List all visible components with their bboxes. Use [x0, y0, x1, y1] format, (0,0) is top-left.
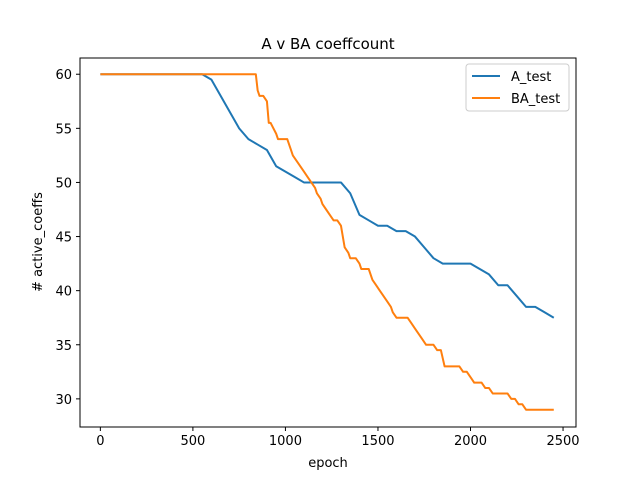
y-tick-label: 60 — [55, 68, 72, 83]
axes-frame — [79, 57, 577, 428]
y-tick-label: 35 — [55, 339, 72, 354]
y-tick-label: 45 — [55, 231, 72, 246]
x-tick-label: 1500 — [361, 434, 394, 449]
x-tick-label: 500 — [180, 434, 205, 449]
y-tick-label: 30 — [55, 393, 72, 408]
series-line-ba-test — [100, 73, 554, 411]
y-tick-label: 50 — [55, 176, 72, 191]
x-tick-label: 1000 — [269, 434, 302, 449]
x-tick-label: 2500 — [546, 434, 579, 449]
y-axis-ticks: 30 35 40 45 50 55 60 — [55, 68, 80, 408]
y-tick-label: 55 — [55, 122, 72, 137]
legend-label-a-test: A_test — [511, 70, 551, 85]
series-line-a-test — [100, 73, 555, 319]
chart-title: A v BA coeffcount — [261, 35, 394, 53]
legend: A_test BA_test — [465, 63, 570, 112]
legend-label-ba-test: BA_test — [511, 92, 560, 107]
x-tick-label: 2000 — [454, 434, 487, 449]
x-axis-label: epoch — [308, 456, 348, 471]
plot-lines — [100, 73, 555, 411]
y-axis-label: # active_coeffs — [31, 192, 46, 292]
x-axis-ticks: 0 500 1000 1500 2000 2500 — [96, 427, 580, 449]
x-tick-label: 0 — [96, 434, 104, 449]
y-tick-label: 40 — [55, 285, 72, 300]
